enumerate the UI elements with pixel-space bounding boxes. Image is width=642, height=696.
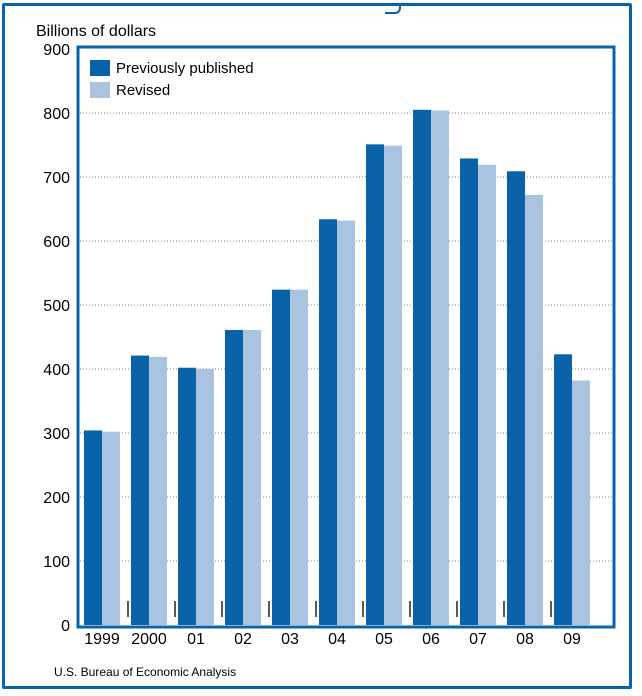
y-tick-label-900: 900 [43,42,70,59]
x-tick-label-1999: 1999 [84,631,120,648]
bar-previously-published-06 [413,109,431,626]
x-tick-label-06: 06 [422,631,440,648]
x-tick-label-2000: 2000 [131,631,167,648]
bar-revised-04 [337,220,355,625]
bar-revised-07 [478,164,496,625]
y-tick-label-300: 300 [43,426,70,443]
bar-revised-03 [290,289,308,625]
legend-label-previously-published: Previously published [116,60,254,77]
bar-previously-published-09 [554,354,572,625]
frame-top-mark [385,6,401,14]
y-tick-label-700: 700 [43,170,70,187]
legend-swatch-previously-published [90,60,110,76]
x-tick-label-02: 02 [234,631,252,648]
x-tick-label-09: 09 [563,631,581,648]
legend-swatch-revised [90,82,110,98]
plot-area [76,45,616,629]
bar-revised-05 [384,145,402,625]
bar-previously-published-07 [460,158,478,625]
legend: Previously published Revised [90,60,254,99]
bar-revised-2000 [149,356,167,625]
bar-previously-published-03 [272,289,290,625]
category-separators [127,601,552,617]
y-tick-label-500: 500 [43,298,70,315]
y-axis-label: Billions of dollars [36,23,156,40]
bar-previously-published-02 [225,329,243,625]
bar-previously-published-04 [319,219,337,626]
x-tick-label-07: 07 [469,631,487,648]
bar-revised-09 [572,380,590,625]
x-tick-label-01: 01 [187,631,205,648]
y-tick-label-200: 200 [43,490,70,507]
x-tick-label-05: 05 [375,631,393,648]
bar-revised-01 [196,369,214,625]
x-tick-label-08: 08 [516,631,534,648]
bar-previously-published-05 [366,144,384,626]
bar-revised-02 [243,329,261,625]
bar-previously-published-08 [507,171,525,626]
bar-revised-08 [525,194,543,626]
y-tick-label-100: 100 [43,554,70,571]
y-tick-label-600: 600 [43,234,70,251]
bar-previously-published-01 [178,367,196,625]
legend-label-revised: Revised [116,82,170,99]
bars [84,109,590,626]
bar-previously-published-1999 [84,430,102,625]
y-tick-labels: 0 100 200 300 400 500 600 700 800 900 [43,42,70,635]
x-tick-label-04: 04 [328,631,346,648]
bar-previously-published-2000 [131,355,149,625]
bar-revised-06 [431,110,449,625]
y-tick-label-400: 400 [43,362,70,379]
source-note: U.S. Bureau of Economic Analysis [54,665,236,679]
y-tick-label-800: 800 [43,106,70,123]
x-tick-label-03: 03 [281,631,299,648]
bar-revised-1999 [102,431,120,625]
y-tick-label-0: 0 [61,618,70,635]
x-tick-labels: 1999 2000 01 02 03 04 05 06 07 08 09 [84,631,581,648]
